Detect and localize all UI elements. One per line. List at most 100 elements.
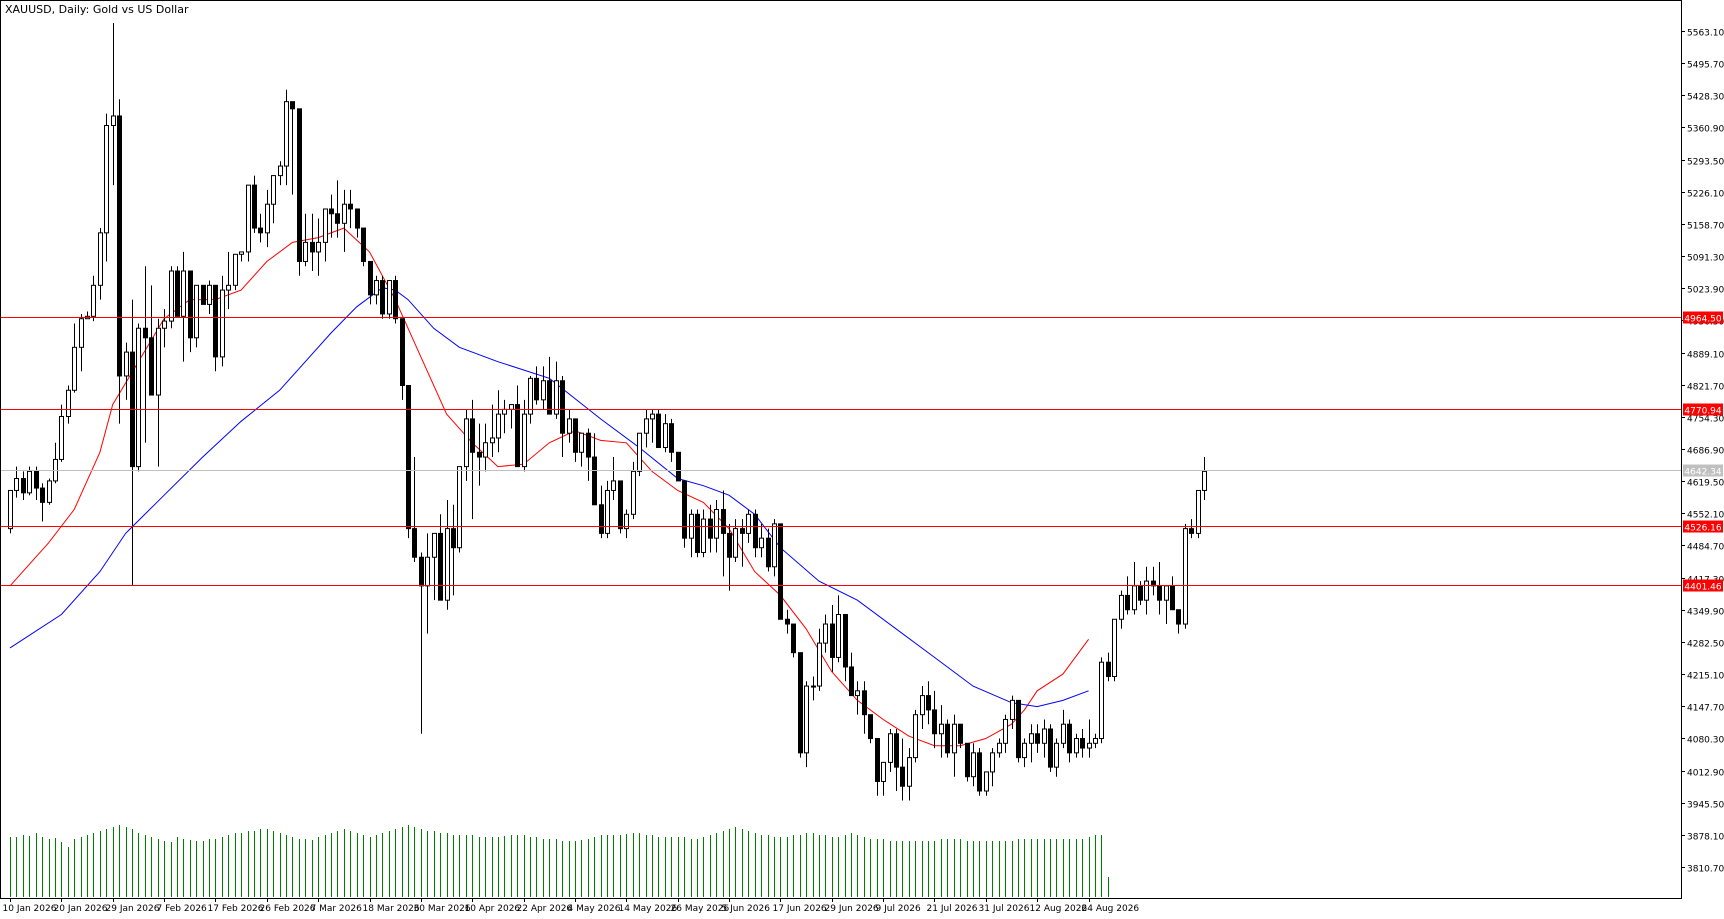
candle-body xyxy=(329,208,334,215)
horizontal-levels[interactable] xyxy=(0,317,1681,586)
price-tick-label: 3945.50 xyxy=(1687,801,1724,811)
candle-body xyxy=(111,115,116,127)
candle xyxy=(323,208,328,262)
level-label: 4770.94 xyxy=(1684,407,1721,417)
candle-body xyxy=(445,528,450,601)
candle-body xyxy=(355,208,360,229)
candle xyxy=(380,275,385,319)
candle xyxy=(258,213,263,243)
candle-body xyxy=(1176,609,1181,625)
candle xyxy=(945,719,950,758)
price-tick-label: 5563.10 xyxy=(1687,29,1724,39)
candle xyxy=(271,175,276,224)
candle-body xyxy=(939,723,944,735)
candle xyxy=(156,318,161,467)
time-tick-label: 21 Jul 2026 xyxy=(927,904,978,914)
candle xyxy=(483,423,488,472)
candle xyxy=(40,483,45,522)
candle xyxy=(952,714,957,777)
candle-body xyxy=(464,418,469,468)
candle-body xyxy=(843,613,848,668)
candle-body xyxy=(567,418,572,434)
candle xyxy=(1183,523,1188,629)
candle-body xyxy=(644,418,649,434)
time-tick-label: 29 Jan 2026 xyxy=(106,904,160,914)
candle-body xyxy=(1132,585,1137,611)
price-tick-label: 4215.10 xyxy=(1687,672,1724,682)
candle-body xyxy=(98,232,103,286)
candle xyxy=(412,457,417,563)
candle-body xyxy=(1080,738,1085,749)
candle-body xyxy=(862,690,867,716)
time-tick-label: 26 May 2026 xyxy=(671,904,730,914)
candle-body xyxy=(380,280,385,315)
candle xyxy=(1087,719,1092,758)
candle xyxy=(72,323,77,393)
candle-body xyxy=(836,613,841,658)
candle xyxy=(98,228,103,300)
candle-body xyxy=(213,284,218,358)
price-tick-label: 4754.30 xyxy=(1687,415,1724,425)
candle xyxy=(811,676,816,701)
candle xyxy=(701,509,706,558)
price-tick-label: 5428.30 xyxy=(1687,93,1724,103)
candle xyxy=(888,728,893,772)
candle-body xyxy=(47,480,52,503)
candle-body xyxy=(984,771,989,792)
candle xyxy=(342,189,347,252)
candle xyxy=(1016,699,1021,763)
candle-body xyxy=(1042,728,1047,744)
candle xyxy=(926,681,931,725)
candle-body xyxy=(470,418,475,453)
candle xyxy=(124,342,129,400)
candle-body xyxy=(753,513,758,549)
candle xyxy=(91,275,96,322)
candle xyxy=(798,652,803,758)
candle xyxy=(284,89,289,186)
candle-body xyxy=(303,241,308,262)
candle xyxy=(162,309,167,348)
candle xyxy=(169,266,174,329)
candle xyxy=(457,466,462,553)
candle xyxy=(920,686,925,729)
price-tick-label: 5360.90 xyxy=(1687,125,1724,135)
candle xyxy=(79,313,84,372)
candle xyxy=(862,681,867,734)
candle xyxy=(932,690,937,749)
candle xyxy=(836,595,841,663)
price-tick-label: 4349.90 xyxy=(1687,608,1724,618)
time-tick-label: 10 Jan 2026 xyxy=(3,904,57,914)
candle-body xyxy=(1035,733,1040,744)
candle-body xyxy=(169,270,174,322)
candle xyxy=(875,738,880,796)
candle-body xyxy=(361,227,366,262)
time-tick-label: 26 Feb 2026 xyxy=(260,904,316,914)
candle xyxy=(290,101,295,195)
candle xyxy=(541,366,546,410)
candle xyxy=(766,528,771,572)
candle-body xyxy=(855,690,860,697)
candle-body xyxy=(8,489,13,530)
candle xyxy=(830,604,835,672)
candle xyxy=(1048,724,1053,772)
candle-body xyxy=(387,280,392,315)
candle-body xyxy=(592,456,597,506)
candle-body xyxy=(271,175,276,205)
candle-body xyxy=(721,509,726,534)
candle-body xyxy=(143,327,148,339)
candle xyxy=(1112,618,1117,682)
candle-body xyxy=(425,556,430,587)
candle-body xyxy=(194,284,199,339)
candle-body xyxy=(894,733,899,768)
candle xyxy=(59,404,64,462)
candle-body xyxy=(117,115,122,377)
candle xyxy=(1176,609,1181,634)
price-tick-label: 4619.50 xyxy=(1687,479,1724,489)
price-tick-label: 4821.70 xyxy=(1687,383,1724,393)
candle xyxy=(1196,489,1201,539)
price-tick-label: 4147.70 xyxy=(1687,704,1724,714)
